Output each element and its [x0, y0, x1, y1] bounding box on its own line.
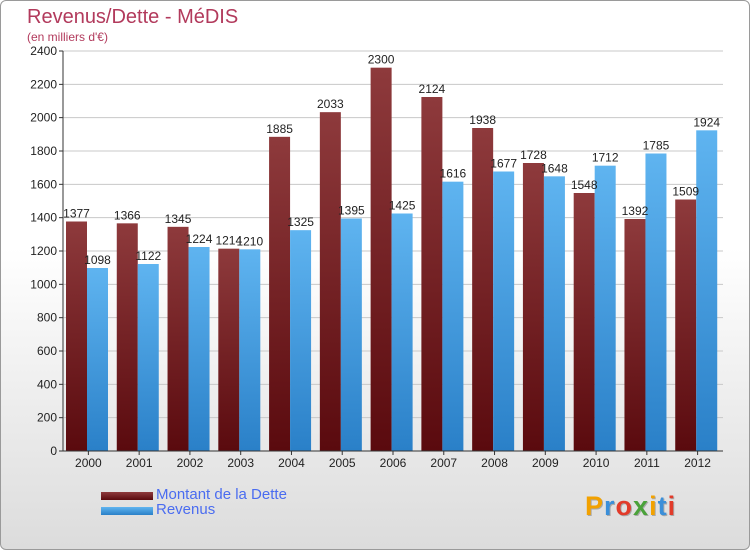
- proxiti-logo: Proxiti: [585, 491, 676, 522]
- bar-revenue: [493, 171, 515, 451]
- x-tick-label: 2009: [532, 456, 559, 470]
- bar-revenue: [645, 153, 667, 451]
- bar-revenue: [239, 249, 261, 451]
- legend-label-debt: Montant de la Dette: [156, 486, 287, 503]
- bar-debt: [675, 199, 697, 451]
- bar-debt: [66, 221, 87, 451]
- y-tick-label: 800: [37, 311, 57, 325]
- bar-debt: [421, 97, 443, 451]
- value-label-debt: 1392: [622, 204, 649, 218]
- value-label-debt: 2124: [419, 82, 446, 96]
- logo-letter: i: [649, 491, 658, 521]
- value-label-revenue: 1210: [236, 234, 263, 248]
- value-label-revenue: 1648: [541, 161, 568, 175]
- bar-debt: [624, 219, 646, 451]
- x-tick-label: 2007: [430, 456, 457, 470]
- value-label-revenue: 1712: [592, 151, 619, 165]
- y-tick-label: 1400: [30, 211, 57, 225]
- y-tick-label: 2200: [30, 77, 57, 91]
- y-tick-label: 1800: [30, 144, 57, 158]
- value-label-debt: 1548: [571, 178, 598, 192]
- logo-letter: t: [657, 491, 668, 521]
- value-label-revenue: 1425: [389, 199, 416, 213]
- bar-debt: [370, 67, 392, 452]
- bar-revenue: [594, 165, 616, 451]
- y-tick-label: 2000: [30, 111, 57, 125]
- value-label-debt: 2033: [317, 97, 344, 111]
- value-label-revenue: 1616: [440, 167, 467, 181]
- bar-debt: [218, 248, 240, 451]
- value-label-revenue: 1924: [693, 115, 720, 129]
- x-tick-label: 2008: [481, 456, 508, 470]
- y-tick-label: 0: [50, 444, 57, 458]
- y-tick-label: 2400: [30, 44, 57, 58]
- bar-revenue: [696, 130, 718, 452]
- value-label-revenue: 1785: [643, 139, 670, 153]
- x-tick-label: 2012: [684, 456, 711, 470]
- y-tick-label: 1000: [30, 277, 57, 291]
- legend-label-revenue: Revenus: [156, 501, 216, 518]
- bar-debt: [167, 226, 189, 451]
- bar-revenue: [543, 176, 565, 452]
- x-tick-label: 2002: [177, 456, 204, 470]
- chart-title: Revenus/Dette - MéDIS: [27, 6, 239, 28]
- bar-debt: [472, 128, 494, 451]
- x-tick-label: 2010: [583, 456, 610, 470]
- bar-debt: [573, 193, 595, 451]
- x-tick-label: 2001: [126, 456, 153, 470]
- bar-revenue: [442, 181, 464, 451]
- logo-letter: i: [667, 491, 677, 521]
- value-label-debt: 1938: [469, 113, 496, 127]
- x-tick-label: 2000: [75, 456, 102, 470]
- legend-swatch-revenue: [101, 507, 153, 515]
- bar-debt: [116, 223, 138, 451]
- logo-letter: o: [615, 491, 634, 521]
- bar-revenue: [391, 213, 413, 451]
- x-tick-label: 2003: [227, 456, 254, 470]
- value-label-debt: 1377: [63, 207, 90, 221]
- value-label-debt: 1885: [266, 122, 293, 136]
- value-label-revenue: 1325: [287, 215, 314, 229]
- x-tick-label: 2006: [380, 456, 407, 470]
- value-label-debt: 1345: [165, 212, 192, 226]
- value-label-debt: 2300: [368, 53, 395, 67]
- logo-letter: r: [604, 491, 616, 521]
- x-tick-label: 2004: [278, 456, 305, 470]
- x-tick-label: 2011: [634, 456, 660, 470]
- value-label-debt: 1366: [114, 208, 141, 222]
- x-tick-label: 2005: [329, 456, 356, 470]
- value-label-revenue: 1224: [186, 232, 213, 246]
- value-label-debt: 1728: [520, 148, 547, 162]
- value-label-revenue: 1395: [338, 204, 365, 218]
- bar-revenue: [290, 230, 312, 451]
- value-label-revenue: 1677: [490, 157, 517, 171]
- bar-revenue: [87, 268, 108, 451]
- value-label-debt: 1509: [672, 185, 699, 199]
- chart-subtitle: (en milliers d'€): [27, 30, 108, 44]
- value-label-revenue: 1098: [84, 253, 111, 267]
- bar-revenue: [137, 264, 159, 451]
- bar-revenue: [340, 218, 362, 451]
- logo-letter: x: [633, 491, 650, 521]
- y-tick-label: 600: [37, 344, 57, 358]
- legend-swatch-debt: [101, 492, 153, 500]
- y-tick-label: 400: [37, 377, 57, 391]
- bar-debt: [522, 163, 544, 451]
- value-label-debt: 1214: [215, 234, 242, 248]
- bar-revenue: [188, 247, 210, 451]
- y-tick-label: 1200: [30, 244, 57, 258]
- y-tick-label: 1600: [30, 177, 57, 191]
- bar-debt: [269, 136, 291, 452]
- value-label-revenue: 1122: [135, 249, 161, 263]
- y-tick-label: 200: [37, 411, 57, 425]
- logo-letter: P: [585, 491, 605, 521]
- bar-debt: [319, 112, 341, 452]
